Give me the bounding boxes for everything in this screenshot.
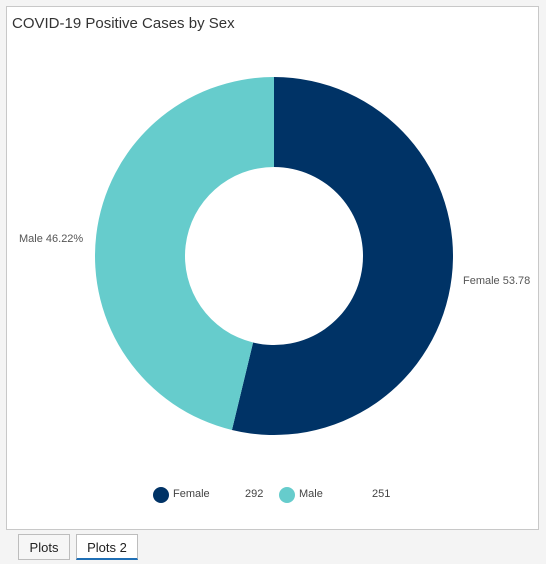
slice-female[interactable] — [231, 77, 453, 436]
tab-plots-2[interactable]: Plots 2 — [76, 534, 138, 560]
chart-legend: Female 292 Male 251 — [7, 485, 538, 505]
legend-name-female: Female — [173, 488, 210, 500]
donut-chart: Female 53.78 Male 46.22% — [19, 77, 530, 436]
legend-value-female: 292 — [245, 488, 264, 500]
legend-value-male: 251 — [372, 488, 391, 500]
legend-swatch-female — [153, 487, 169, 503]
legend-swatch-male — [279, 487, 295, 503]
slices-group — [94, 77, 453, 436]
slice-male[interactable] — [94, 77, 274, 430]
slice-label-female: Female 53.78 — [463, 275, 530, 287]
chart-panel: COVID-19 Positive Cases by Sex Female 53… — [6, 6, 539, 530]
tab-plots[interactable]: Plots — [18, 534, 70, 560]
legend-name-male: Male — [299, 488, 323, 500]
chart-title: COVID-19 Positive Cases by Sex — [12, 15, 235, 32]
slice-label-male: Male 46.22% — [19, 233, 83, 245]
